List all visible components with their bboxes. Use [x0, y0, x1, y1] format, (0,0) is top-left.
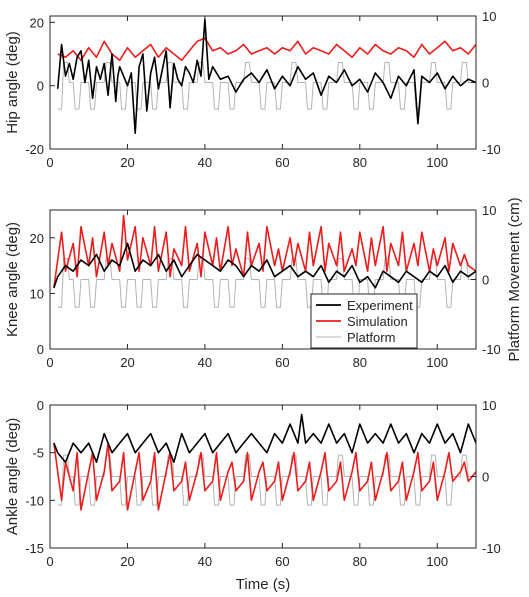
legend-entry-label: Experiment [347, 298, 413, 313]
y-axis-label: Hip angle (deg) [4, 31, 21, 134]
panel-2: 0 20 40 60 80 100 0 10 20 -10 0 10 Knee angle (deg) P… [4, 197, 523, 370]
series-line-platform [57, 454, 476, 506]
series-line-experiment [53, 242, 476, 289]
y-tick-label: -20 [25, 142, 44, 157]
y-axis-label: Knee angle (deg) [4, 222, 21, 337]
y2-tick-label: 0 [482, 76, 489, 91]
y-tick-label: -15 [25, 541, 44, 556]
y2-tick-label: -10 [482, 342, 501, 357]
x-tick-label: 40 [198, 355, 212, 370]
series-line-simulation [57, 37, 476, 62]
x-tick-label: 0 [46, 155, 53, 170]
y-axis-label: Ankle angle (deg) [4, 418, 21, 536]
y2-tick-label: 10 [482, 398, 496, 413]
y2-tick-label: 0 [482, 273, 489, 288]
x-tick-label: 40 [198, 554, 212, 569]
x-tick-label: 80 [353, 554, 367, 569]
x-tick-label: 20 [120, 355, 134, 370]
series-line-simulation [53, 214, 476, 288]
x-tick-label: 80 [353, 155, 367, 170]
y-tick-label: 0 [37, 398, 44, 413]
series-line-experiment [56, 18, 476, 134]
y2-tick-label: 0 [482, 470, 489, 485]
legend-entry-label: Simulation [347, 314, 408, 329]
y-tick-label: 0 [37, 342, 44, 357]
y-tick-label: 20 [30, 15, 44, 30]
y-tick-label: 10 [30, 286, 44, 301]
y-tick-label: -5 [32, 446, 44, 461]
y2-tick-label: -10 [482, 142, 501, 157]
y2-tick-label: 10 [482, 9, 496, 24]
x-tick-label: 0 [46, 554, 53, 569]
series-line-platform [57, 62, 476, 110]
x-tick-label: 20 [120, 155, 134, 170]
y-tick-label: -10 [25, 493, 44, 508]
y-tick-label: 20 [30, 231, 44, 246]
y2-axis-label: Platform Movement (cm) [506, 197, 523, 361]
x-tick-label: 100 [426, 155, 448, 170]
y2-tick-label: -10 [482, 541, 501, 556]
x-tick-label: 60 [275, 155, 289, 170]
x-tick-label: 0 [46, 355, 53, 370]
y2-tick-label: 10 [482, 203, 496, 218]
y-tick-label: 0 [37, 79, 44, 94]
x-tick-label: 60 [275, 355, 289, 370]
x-tick-label: 60 [275, 554, 289, 569]
legend-entry-label: Platform [347, 330, 395, 345]
x-tick-label: 20 [120, 554, 134, 569]
panel-3: 0 20 40 60 80 100 -15 -10 -5 0 -10 0 10 Ankle angle (… [4, 398, 501, 593]
series-line-simulation [53, 442, 476, 511]
x-axis-label: Time (s) [236, 576, 290, 593]
x-tick-label: 100 [426, 355, 448, 370]
x-tick-label: 40 [198, 155, 212, 170]
series-line-experiment [53, 413, 476, 464]
x-tick-label: 80 [353, 355, 367, 370]
x-tick-label: 100 [426, 554, 448, 569]
